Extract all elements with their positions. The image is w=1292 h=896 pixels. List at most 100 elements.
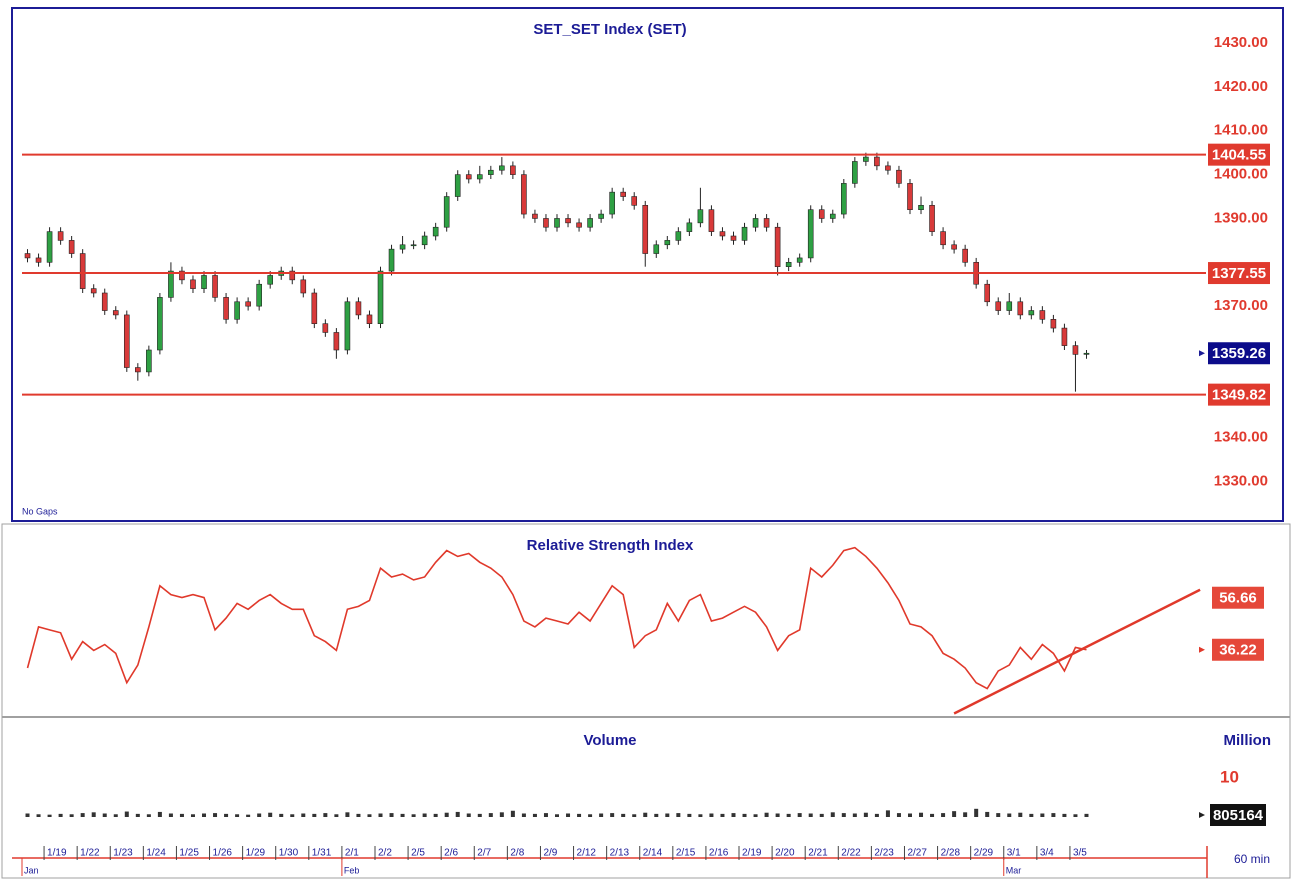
candle-body bbox=[234, 301, 240, 320]
candle-body bbox=[1050, 319, 1057, 329]
volume-bar bbox=[830, 812, 835, 817]
volume-bar bbox=[47, 814, 52, 817]
candle-body bbox=[1061, 327, 1068, 346]
candle-body bbox=[344, 301, 351, 351]
volume-unit: Million bbox=[1224, 732, 1272, 749]
x-tick-label: 1/23 bbox=[113, 848, 133, 859]
volume-bar bbox=[157, 811, 162, 817]
trend-line bbox=[953, 588, 1201, 715]
candle-body bbox=[35, 257, 42, 263]
x-tick-label: 2/14 bbox=[643, 848, 663, 859]
volume-bar bbox=[808, 813, 813, 817]
candle-body bbox=[1006, 301, 1013, 311]
candle-body bbox=[896, 169, 902, 184]
volume-last-box bbox=[1210, 804, 1266, 826]
candle-body bbox=[620, 191, 626, 197]
volume-bar bbox=[1029, 813, 1034, 817]
volume-bar bbox=[907, 813, 912, 817]
x-tick-label: 1/29 bbox=[246, 848, 266, 859]
volume-bar bbox=[996, 813, 1001, 817]
candle-body bbox=[311, 292, 318, 324]
candle-body bbox=[752, 218, 759, 228]
volume-bar bbox=[1073, 814, 1078, 817]
volume-bar bbox=[135, 813, 140, 817]
volume-bar bbox=[389, 813, 394, 817]
volume-bar bbox=[676, 813, 681, 817]
candle-body bbox=[807, 209, 814, 259]
interval-label: 60 min bbox=[1234, 852, 1270, 866]
candle-body bbox=[521, 174, 527, 215]
volume-bar bbox=[555, 814, 559, 817]
volume-bar bbox=[36, 814, 41, 817]
candle-body bbox=[609, 191, 615, 215]
volume-bar bbox=[742, 813, 747, 817]
candle-body bbox=[322, 323, 329, 333]
volume-bar bbox=[301, 813, 306, 817]
candle-body bbox=[135, 367, 141, 373]
candle-body bbox=[443, 196, 450, 228]
volume-bar bbox=[1018, 812, 1023, 817]
last-price: 1359.26 bbox=[1212, 345, 1266, 362]
x-tick-label: 2/21 bbox=[808, 848, 828, 859]
volume-bar bbox=[852, 813, 857, 817]
volume-bar bbox=[919, 812, 924, 817]
rsi-last: 36.22 bbox=[1219, 642, 1257, 659]
volume-bar bbox=[334, 814, 339, 817]
lower-frame bbox=[1, 523, 1291, 879]
x-tick-label: 2/28 bbox=[941, 848, 961, 859]
candle-body bbox=[454, 174, 461, 197]
volume-bar bbox=[985, 811, 990, 817]
candle-body bbox=[190, 279, 196, 289]
price-title: SET_SET Index (SET) bbox=[533, 21, 686, 38]
candle-body bbox=[432, 226, 439, 237]
candle-body bbox=[366, 314, 373, 324]
candle-body bbox=[267, 275, 273, 285]
volume-bar bbox=[1007, 813, 1012, 817]
candle-body bbox=[532, 213, 538, 219]
candle-body bbox=[245, 301, 251, 307]
volume-bar bbox=[941, 813, 946, 817]
candle-body bbox=[829, 213, 836, 219]
candle-body bbox=[168, 270, 174, 298]
volume-bar bbox=[521, 813, 526, 817]
month-label: Mar bbox=[1006, 865, 1022, 875]
volume-bar bbox=[621, 813, 626, 817]
candle-body bbox=[1072, 345, 1079, 355]
candle-body bbox=[885, 165, 891, 171]
volume-bar bbox=[146, 814, 151, 817]
volume-bar bbox=[444, 812, 449, 817]
volume-bar bbox=[599, 813, 604, 817]
volume-bar bbox=[25, 813, 30, 817]
volume-bar bbox=[279, 813, 284, 817]
x-tick-label: 1/30 bbox=[279, 848, 299, 859]
month-label: Jan bbox=[24, 865, 39, 875]
volume-bar bbox=[356, 813, 361, 817]
candle-body bbox=[730, 235, 737, 241]
candle-body bbox=[410, 244, 417, 247]
x-tick-label: 2/19 bbox=[742, 848, 762, 859]
volume-pointer bbox=[1199, 812, 1205, 818]
candle-body bbox=[399, 244, 406, 250]
volume-bar bbox=[202, 813, 207, 817]
volume-bar bbox=[113, 814, 118, 817]
rsi-pointer bbox=[1199, 646, 1205, 653]
candle-body bbox=[123, 314, 130, 368]
volume-bar bbox=[411, 814, 416, 817]
candle-body bbox=[223, 297, 229, 320]
level-label-box bbox=[1208, 383, 1270, 406]
candle-body bbox=[631, 196, 638, 206]
candle-body bbox=[642, 205, 649, 254]
level-label: 1404.55 bbox=[1212, 147, 1266, 164]
volume-bar bbox=[510, 810, 515, 817]
volume-bar bbox=[665, 813, 670, 817]
candle-body bbox=[785, 262, 792, 267]
x-tick-label: 2/29 bbox=[974, 848, 994, 859]
candle-body bbox=[697, 209, 704, 224]
candle-body bbox=[576, 222, 582, 228]
volume-bar bbox=[433, 813, 438, 817]
rsi-line bbox=[26, 546, 1087, 690]
candle-body bbox=[653, 244, 660, 254]
candle-body bbox=[212, 275, 218, 298]
